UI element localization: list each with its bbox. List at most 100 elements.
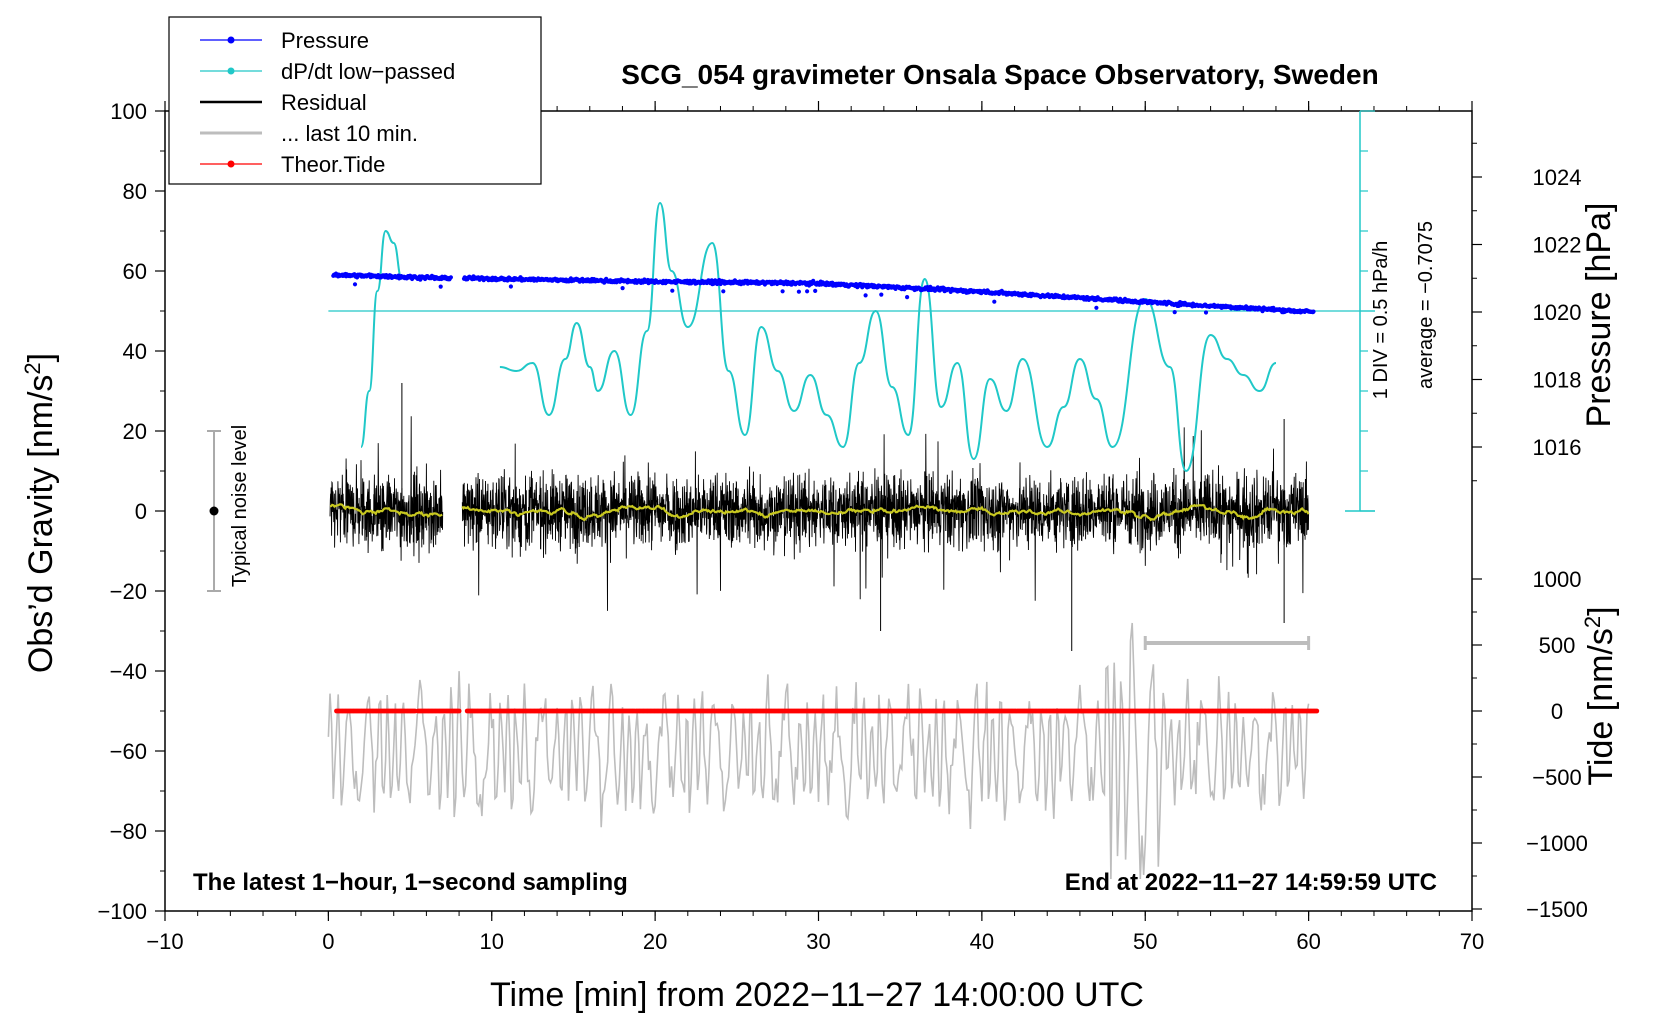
legend-marker-dpdt <box>227 67 235 75</box>
pressure-point <box>1203 310 1209 315</box>
y-tick-label: −40 <box>110 659 147 684</box>
pressure-point <box>1311 309 1316 314</box>
series-smooth <box>329 503 1310 522</box>
legend-label-tide: Theor.Tide <box>281 152 385 177</box>
series-dpdt <box>360 201 1277 473</box>
residual-line <box>461 427 1310 611</box>
y-tick-label: 0 <box>135 499 147 524</box>
y-axis-title-left: Obs’d Gravity [nm/s2] <box>20 353 61 673</box>
last10-bracket <box>1143 636 1311 650</box>
y-axis-title-tide-close: ] <box>1582 606 1620 615</box>
dpdt-average-label: average = −0.7075 <box>1415 221 1437 389</box>
pressure-point <box>1094 305 1099 310</box>
pressure-point <box>670 288 675 293</box>
y-axis-title-left-base: Obs’d Gravity [nm/s <box>22 375 60 674</box>
y-tick-label: −60 <box>110 739 147 764</box>
y-tick-label: 60 <box>123 259 147 284</box>
pressure-point <box>780 289 785 294</box>
pressure-point <box>508 284 513 289</box>
residual-line <box>329 416 444 563</box>
pressure-tick-label: 1018 <box>1533 368 1582 393</box>
legend-items: Pressure dP/dt low−passed Residual ... l… <box>200 28 455 177</box>
x-tick-label: 60 <box>1296 929 1320 954</box>
pressure-point <box>1172 310 1177 315</box>
dpdt-scale-label: 1 DIV = 0.5 hPa/h <box>1370 241 1392 399</box>
series-pressure <box>331 271 1316 315</box>
pressure-point <box>992 299 997 304</box>
x-tick-label: −10 <box>146 929 183 954</box>
x-axis-title: Time [min] from 2022−11−27 14:00:00 UTC <box>490 976 1144 1014</box>
pressure-point <box>863 293 868 298</box>
x-tick-label: 50 <box>1133 929 1157 954</box>
pressure-point <box>796 289 802 294</box>
y-axis-title-tide-sup: 2 <box>1580 616 1605 628</box>
pressure-point <box>805 289 810 294</box>
y-tick-label: 20 <box>123 419 147 444</box>
legend-entry-dpdt: dP/dt low−passed <box>200 59 455 84</box>
pressure-point <box>438 284 443 289</box>
pressure-point <box>620 286 625 291</box>
legend-marker-pressure <box>227 36 235 44</box>
tide-tick-label: −500 <box>1532 765 1582 790</box>
legend-marker-tide <box>227 160 235 168</box>
y-tick-label: 40 <box>123 339 147 364</box>
x-tick-label: 70 <box>1460 929 1484 954</box>
end-time-note: End at 2022−11−27 14:59:59 UTC <box>1065 869 1437 896</box>
pressure-point <box>352 282 358 287</box>
smooth-line <box>461 503 1310 522</box>
pressure-tick-label: 1020 <box>1533 300 1582 325</box>
noise-level-label: Typical noise level <box>229 425 251 587</box>
pressure-tick-label: 1016 <box>1533 435 1582 460</box>
tide-tick-label: 0 <box>1551 699 1563 724</box>
x-tick-label: 30 <box>806 929 830 954</box>
y-tick-label: 80 <box>123 179 147 204</box>
y-axis-title-pressure: Pressure [hPa] <box>1580 203 1618 428</box>
y-tick-label: 100 <box>110 99 147 124</box>
y-axis-title-left-close: ] <box>22 353 60 362</box>
legend-entry-last10: ... last 10 min. <box>200 121 418 146</box>
tide-tick-label: −1000 <box>1526 831 1588 856</box>
noise-level-indicator <box>207 430 222 592</box>
plot-area: −10 0 10 20 30 40 50 60 70−100−80−60−40−20020406… <box>97 99 1587 954</box>
pressure-point <box>448 275 453 280</box>
sampling-note: The latest 1−hour, 1−second sampling <box>193 869 628 896</box>
legend-entry-pressure: Pressure <box>200 28 369 53</box>
y-tick-label: −20 <box>110 579 147 604</box>
noise-center-dot <box>209 506 219 516</box>
last10-line <box>327 622 1310 880</box>
tide-tick-label: −1500 <box>1526 897 1588 922</box>
tide-tick-label: 500 <box>1539 633 1576 658</box>
y-axis-title-tide-base: Tide [nm/s <box>1582 628 1620 785</box>
pressure-point <box>905 295 910 300</box>
legend-label-residual: Residual <box>281 90 367 115</box>
pressure-point <box>813 288 818 293</box>
legend-label-last10: ... last 10 min. <box>281 121 418 146</box>
y-axis-title-tide: Tide [nm/s2] <box>1580 606 1621 785</box>
pressure-point <box>879 292 884 297</box>
pressure-tick-label: 1022 <box>1533 233 1582 258</box>
y-tick-label: −80 <box>110 819 147 844</box>
legend-entry-tide: Theor.Tide <box>200 152 385 177</box>
legend-entry-residual: Residual <box>200 90 367 115</box>
pressure-tick-label: 1024 <box>1533 165 1582 190</box>
x-tick-label: 0 <box>322 929 334 954</box>
legend-label-pressure: Pressure <box>281 28 369 53</box>
x-tick-label: 10 <box>480 929 504 954</box>
tide-tick-label: 1000 <box>1533 567 1582 592</box>
dpdt-line <box>360 229 403 448</box>
legend-label-dpdt: dP/dt low−passed <box>281 59 455 84</box>
y-axis-title-left-sup: 2 <box>20 362 45 374</box>
y-tick-label: −100 <box>97 899 147 924</box>
pressure-point <box>721 289 726 294</box>
x-tick-label: 40 <box>970 929 994 954</box>
series-tide <box>334 708 1320 714</box>
legend: Pressure dP/dt low−passed Residual ... l… <box>168 16 542 185</box>
dpdt-line <box>499 201 1277 473</box>
x-tick-label: 20 <box>643 929 667 954</box>
smooth-line <box>329 503 443 519</box>
series-last10 <box>327 622 1310 880</box>
legend-box <box>168 16 542 185</box>
series-residual <box>329 383 1310 651</box>
chart-title: SCG_054 gravimeter Onsala Space Observat… <box>621 59 1378 90</box>
